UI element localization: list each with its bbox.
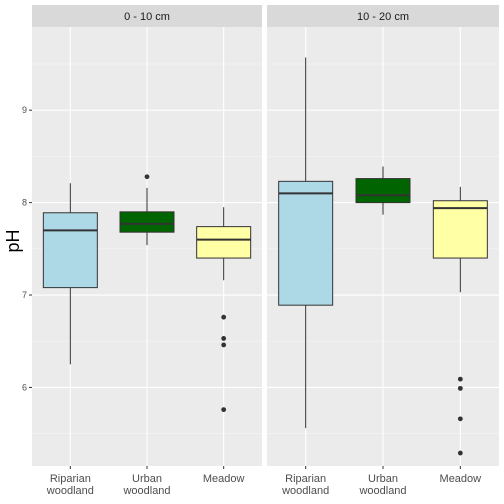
box-iqr <box>355 178 411 204</box>
box-iqr <box>42 212 98 289</box>
x-tick-label-line2: woodland <box>46 485 94 497</box>
box-group <box>196 207 252 413</box>
y-tick-label: 6 <box>22 382 27 392</box>
y-tick-label: 8 <box>22 198 27 208</box>
box-iqr <box>278 180 334 306</box>
y-axis-title: pH <box>3 229 23 252</box>
outlier-point <box>221 314 227 320</box>
facet-strip-label: 10 - 20 cm <box>357 11 409 23</box>
box-group <box>278 57 334 429</box>
facet-strip-label: 0 - 10 cm <box>124 11 170 23</box>
x-tick-label: Urban <box>368 473 398 485</box>
facet-strip <box>267 5 499 27</box>
x-tick-label-line2: woodland <box>358 485 406 497</box>
x-tick-label: Riparian <box>285 473 326 485</box>
x-tick-label: Urban <box>132 473 162 485</box>
box-iqr <box>119 211 175 233</box>
facet-panel: 10 - 20 cmRiparianwoodlandUrbanwoodlandM… <box>267 5 499 497</box>
facet-strip <box>32 5 262 27</box>
x-tick-label-line2: woodland <box>122 485 170 497</box>
outlier-point <box>221 407 227 413</box>
box-iqr <box>432 200 488 259</box>
x-tick-label: Riparian <box>50 473 91 485</box>
box-iqr <box>196 226 252 259</box>
outlier-point <box>457 385 463 391</box>
y-axis-title-group: pH <box>3 229 23 252</box>
facet-panel: 0 - 10 cmRiparianwoodlandUrbanwoodlandMe… <box>32 5 262 497</box>
outlier-point <box>221 336 227 341</box>
box-group <box>119 174 175 246</box>
outlier-point <box>457 416 463 422</box>
y-tick-label: 7 <box>22 290 27 300</box>
box-group <box>432 186 488 456</box>
y-tick-label: 9 <box>22 105 27 115</box>
outlier-point <box>144 174 150 180</box>
box-group <box>42 183 98 365</box>
outlier-point <box>221 342 227 348</box>
x-tick-label: Meadow <box>440 473 482 485</box>
x-tick-label-line2: woodland <box>281 485 329 497</box>
x-tick-label: Meadow <box>203 473 245 485</box>
box-group <box>355 166 411 215</box>
outlier-point <box>457 450 463 456</box>
outlier-point <box>457 376 463 382</box>
